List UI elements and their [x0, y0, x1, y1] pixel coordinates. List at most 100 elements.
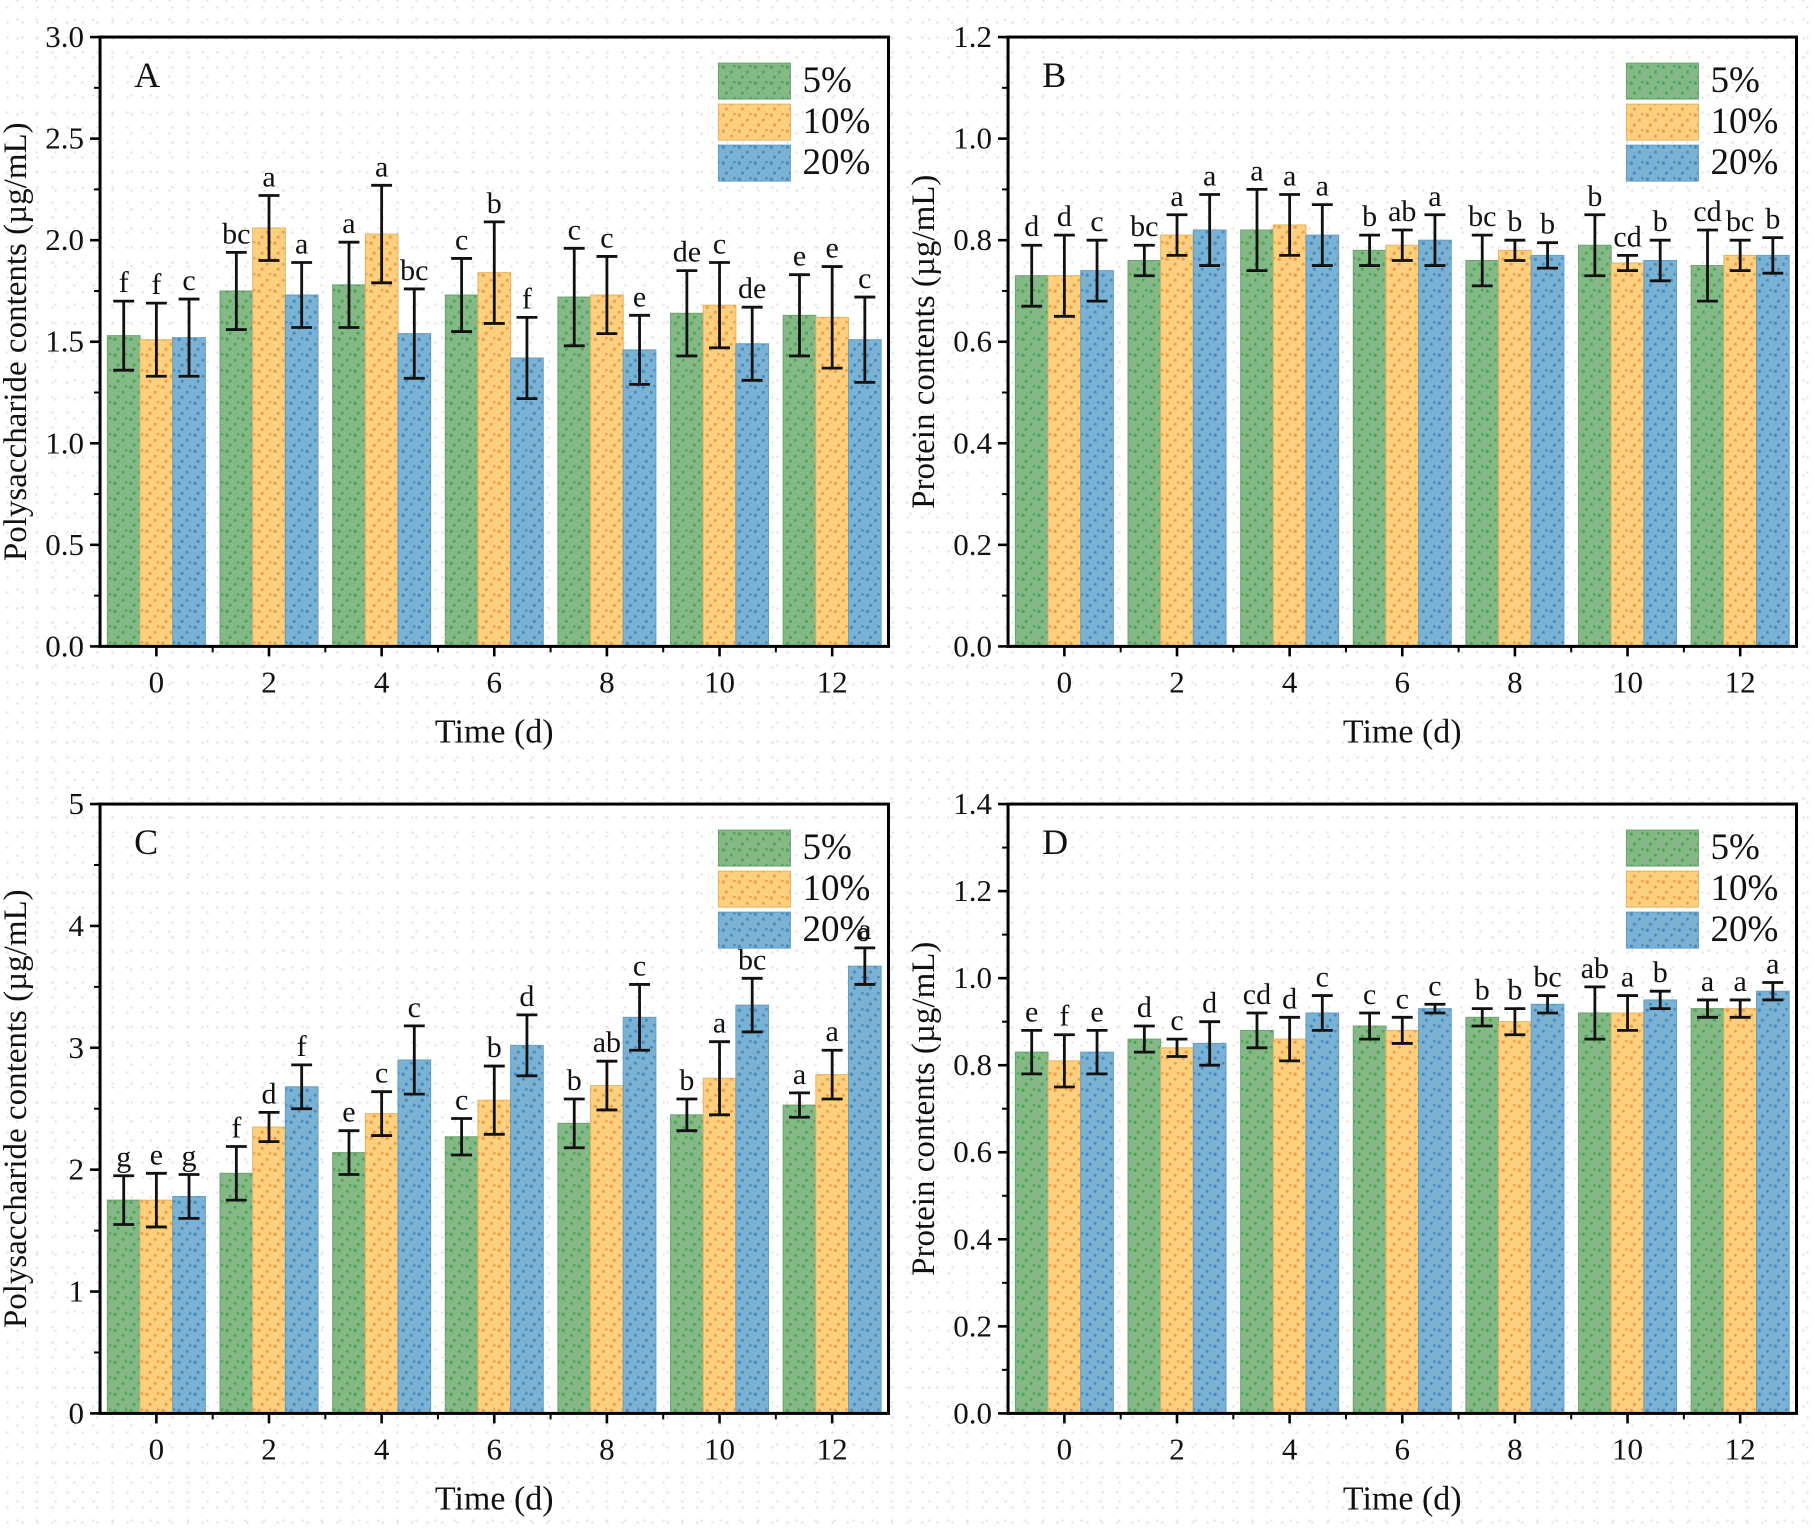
sig-letter: de [673, 236, 701, 269]
sig-letter: a [858, 912, 871, 945]
sig-letter: cd [1613, 220, 1641, 253]
sig-letter: g [182, 1139, 197, 1172]
sig-letter: f [1059, 999, 1069, 1032]
bar [1497, 1020, 1532, 1414]
sig-letter: b [1507, 205, 1522, 238]
legend-label: 5% [1710, 60, 1759, 101]
x-tick-label: 6 [1394, 664, 1410, 699]
bar [1384, 244, 1419, 647]
sig-letter: bc [1130, 210, 1158, 243]
sig-letter: d [1024, 210, 1039, 243]
y-tick-label: 0.6 [953, 1134, 992, 1169]
sig-letter: b [487, 1031, 502, 1064]
bar [702, 1077, 737, 1414]
bars [1014, 224, 1790, 647]
legend-label: 5% [802, 60, 851, 101]
bar [1722, 254, 1757, 647]
sig-letter: c [858, 262, 871, 295]
y-tick-label: 4 [69, 907, 85, 942]
y-tick-label: 1.2 [953, 19, 992, 54]
sig-letter: a [1428, 180, 1441, 213]
x-tick-label: 6 [1394, 1431, 1410, 1466]
sig-letter: c [1362, 977, 1375, 1010]
legend: 5%10%20% [1625, 60, 1778, 183]
sig-letter: bc [1726, 205, 1754, 238]
y-tick-label: 1.0 [953, 960, 992, 995]
bar [397, 1058, 432, 1414]
sig-letter: bc [738, 943, 766, 976]
x-tick-label: 10 [1612, 664, 1643, 699]
sig-letter: e [793, 240, 806, 273]
bar [477, 1099, 512, 1414]
sig-letter: c [182, 264, 195, 297]
x-tick-label: 0 [149, 1431, 165, 1466]
error-bars [113, 183, 876, 400]
bar [1690, 1007, 1724, 1414]
y-tick-label: 3 [69, 1029, 85, 1064]
chart-panel-d: e d cd c bab af cd c b a ae dc c bc b a0.00.20.40.60.81… [908, 786, 1798, 1517]
bar [1239, 229, 1274, 647]
legend-swatch [1625, 870, 1699, 908]
legend-swatch [1625, 103, 1699, 141]
sig-letter: c [600, 221, 613, 254]
panel-letter: B [1042, 55, 1066, 95]
bar [1304, 1011, 1339, 1414]
sig-letter: c [1170, 1004, 1183, 1037]
bar [1272, 224, 1306, 647]
sig-letter: cd [1693, 195, 1721, 228]
sig-letter: c [1428, 969, 1441, 1002]
sig-letter: d [519, 979, 534, 1012]
legend-label: 20% [1710, 909, 1778, 950]
sig-letter: e [150, 1138, 163, 1171]
sig-letter: a [713, 1006, 726, 1039]
bar [1610, 1011, 1644, 1414]
sig-letter: f [231, 1111, 241, 1144]
sig-letter: de [738, 272, 766, 305]
y-axis-title: Polysaccharide contents (µg/mL) [0, 889, 34, 1328]
bar [444, 294, 479, 647]
sig-letter: e [1025, 995, 1038, 1028]
legend-label: 20% [1710, 142, 1778, 183]
bar [1642, 259, 1677, 647]
error-bars [1020, 187, 1783, 318]
error-bars [1020, 980, 1783, 1088]
y-axis-title: Protein contents (µg/mL) [908, 175, 942, 509]
bar [1127, 1038, 1161, 1414]
sig-letter: a [793, 1057, 806, 1090]
sig-letter: b [1765, 203, 1780, 236]
bar [1642, 998, 1677, 1414]
legend-swatch [717, 870, 791, 908]
bar [1014, 1051, 1049, 1414]
bars [106, 965, 882, 1414]
x-axis-title: Time (d) [1342, 1480, 1461, 1517]
legend: 5%10%20% [717, 827, 870, 950]
y-tick-label: 0.8 [953, 1047, 992, 1082]
sig-letter: c [633, 949, 646, 982]
x-tick-label: 12 [817, 1431, 848, 1466]
sig-letter: c [568, 213, 581, 246]
sig-letter: bc [400, 254, 428, 287]
x-tick-label: 4 [374, 664, 390, 699]
legend-swatch [717, 144, 791, 182]
bar [1159, 234, 1194, 647]
bar [622, 349, 657, 647]
sig-letter: c [455, 223, 468, 256]
sig-letter: b [1652, 956, 1667, 989]
x-tick-label: 12 [1724, 1431, 1755, 1466]
bar [1577, 244, 1612, 647]
sig-letter: a [1733, 964, 1746, 997]
legend-label: 10% [802, 868, 870, 909]
sig-letter: c [375, 1056, 388, 1089]
legend-swatch [1625, 62, 1699, 100]
axes: 0.0 0.2 0.4 0.6 0.8 1.0 1.2 0 2 4 6 8 10 12 [953, 19, 1798, 699]
sig-letter: a [826, 1015, 839, 1048]
x-tick-label: 10 [704, 1431, 735, 1466]
bar [364, 1112, 399, 1414]
legend-swatch [1625, 829, 1699, 867]
legend-label: 20% [802, 909, 870, 950]
bar [735, 1004, 770, 1414]
y-tick-label: 0.2 [953, 527, 992, 562]
